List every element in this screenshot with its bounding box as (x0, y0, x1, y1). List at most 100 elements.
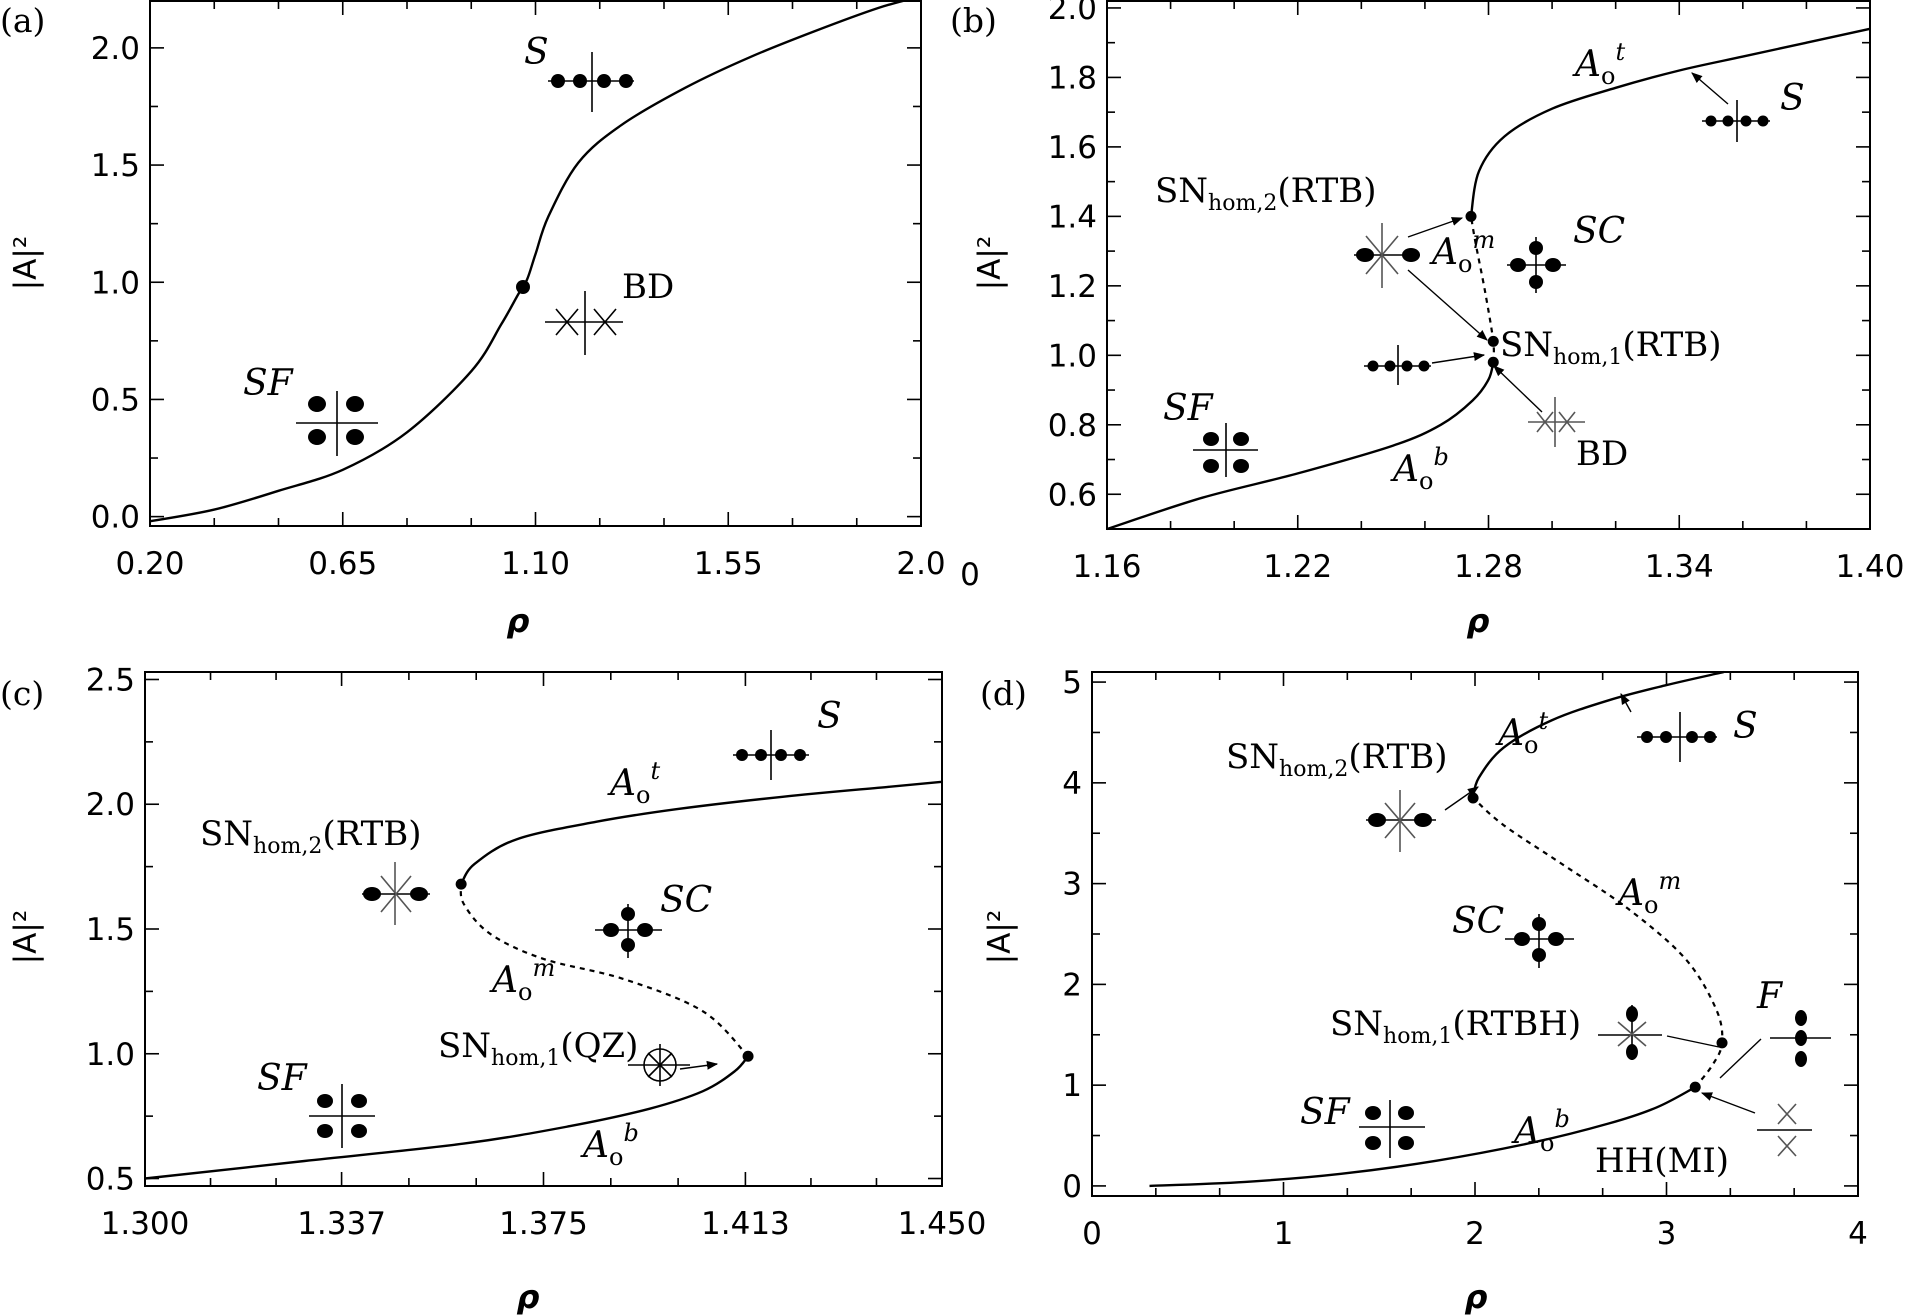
point-b-0 (1465, 210, 1477, 222)
arrow-SN2-d (1444, 786, 1479, 811)
ytick-label-d-1: 1 (1062, 1068, 1082, 1104)
points-b (1465, 210, 1499, 368)
label-BD-b: BD (1576, 434, 1628, 474)
label-S-c: S (817, 696, 842, 737)
ticks-c: 1.300 1.337 1.375 1.413 1.450 0.5 1.0 1.5 2.0 2.5 (86, 662, 987, 1242)
panel-d: (d) |A|² ρ 0 1 2 3 4 0 1 2 3 4 5 SNhom,2(RTB) SNho… (980, 665, 1868, 1316)
curve-d-middle (1472, 797, 1724, 1088)
ytick-label-c-1: 1.0 (86, 1037, 135, 1073)
ytick-label-b-3: 1.2 (1048, 269, 1097, 305)
label-SF-c: SF (257, 1058, 309, 1099)
ytick-label-d-3: 3 (1062, 867, 1082, 903)
arrow-SN1-b (1407, 269, 1488, 341)
point-d-1 (1716, 1037, 1728, 1049)
ylabel-d: |A|² (982, 910, 1018, 965)
arrow-BD-b (1493, 365, 1543, 413)
arrow-QZ-c (679, 1060, 719, 1070)
xtick-label-b-4: 1.40 (1835, 549, 1904, 585)
label-Aob-d: Aob (1511, 1105, 1570, 1157)
ytick-label-a-2: 1.0 (91, 265, 140, 301)
ytick-label-c-3: 2.0 (86, 787, 135, 823)
glyph-BD-a (545, 291, 623, 355)
panel-label-a: (a) (0, 1, 45, 40)
ytick-label-b-7: 2.0 (1048, 0, 1097, 27)
glyph-SF-a (296, 391, 378, 456)
label-SF-a: SF (243, 363, 295, 404)
arrow-SN2-b (1407, 217, 1464, 238)
panel-label-c: (c) (0, 674, 44, 713)
point-d-2 (1689, 1081, 1701, 1093)
xtick-label-c-4: 1.450 (898, 1206, 987, 1242)
panel-a: (a) |A|² ρ 0.20 0.65 1.10 1.55 2.0 0.0 0.5 1.0 1… (0, 0, 946, 640)
point-b-2 (1487, 356, 1499, 368)
curve-d-bottom (1149, 1086, 1696, 1188)
ylabel-b: |A|² (972, 236, 1008, 291)
curve-b-top (1469, 27, 1871, 217)
ylabel-c: |A|² (8, 910, 44, 965)
glyph-QZ-c (628, 1044, 690, 1086)
xtick-label-d-3: 3 (1657, 1216, 1677, 1252)
xtick-label-b-0: 1.16 (1072, 549, 1141, 585)
label-SN2-b: SNhom,2(RTB) (1155, 171, 1377, 216)
xtick-label-d-2: 2 (1465, 1216, 1485, 1252)
leader-SN1-d (1666, 1035, 1720, 1048)
arrow-S2-b (1431, 352, 1486, 364)
point-d-0 (1467, 792, 1479, 804)
xtick-label-d-0: 0 (1082, 1216, 1102, 1252)
leader-F-d (1719, 1038, 1762, 1079)
point-c-0 (455, 878, 467, 890)
panel-label-d: (d) (980, 674, 1027, 713)
glyph-SN2-c (362, 862, 430, 925)
glyph-SC-c (595, 904, 662, 958)
label-SF-b: SF (1163, 388, 1215, 429)
label-Aom-b: Aom (1429, 226, 1495, 278)
ytick-label-c-0: 0.5 (86, 1162, 135, 1198)
label-SC-c: SC (660, 880, 712, 921)
curve-a (149, 0, 912, 523)
ytick-label-a-0: 0.0 (91, 500, 140, 536)
arrow-S-b (1691, 72, 1729, 105)
ytick-label-b-5: 1.6 (1048, 130, 1097, 166)
extra-tick-b: 0 (960, 557, 980, 593)
arrow-S-d (1620, 693, 1632, 713)
xtick-label-b-1: 1.22 (1263, 549, 1332, 585)
label-Aot-d: Aot (1495, 707, 1548, 759)
label-Aob-b: Aob (1390, 443, 1449, 495)
label-S-d: S (1733, 706, 1758, 747)
point-b-1 (1487, 335, 1499, 347)
glyph-SN2-b (1354, 223, 1420, 288)
glyph-S-d (1637, 712, 1717, 762)
curve-b-middle (1469, 216, 1495, 363)
xlabel-b: ρ (1467, 602, 1490, 640)
point-a (516, 280, 530, 294)
label-Aom-d: Aom (1615, 867, 1681, 919)
curve-d-top (1471, 670, 1725, 799)
label-Aot-c: Aot (607, 757, 660, 809)
glyph-HH-d (1757, 1103, 1812, 1157)
glyph-SN1-d (1598, 1005, 1662, 1060)
glyph-S-a (548, 52, 634, 112)
label-Aom-c: Aom (489, 954, 555, 1006)
label-SN2-d: SNhom,2(RTB) (1226, 737, 1448, 782)
ytick-label-a-1: 0.5 (91, 382, 140, 418)
xtick-label-c-1: 1.337 (297, 1206, 386, 1242)
glyph-S-b (1702, 100, 1770, 142)
ytick-label-d-5: 5 (1062, 665, 1082, 701)
frame-c (144, 671, 943, 1187)
label-SN1-b: SNhom,1(RTB) (1500, 325, 1722, 370)
xlabel-a: ρ (507, 602, 530, 640)
xlabel-d: ρ (1465, 1278, 1488, 1316)
curve-b-bottom (1106, 361, 1495, 531)
ytick-label-d-4: 4 (1062, 766, 1082, 802)
label-Aob-c: Aob (580, 1119, 639, 1171)
label-Aot-b: Aot (1572, 38, 1625, 90)
curve-c-middle (459, 883, 749, 1058)
xlabel-c: ρ (517, 1278, 540, 1316)
xtick-label-a-1: 0.65 (308, 546, 377, 582)
ticks-b: 1.16 1.22 1.28 1.34 1.40 0.6 0.8 1.0 1.2 1.4 1.6 1.… (1048, 0, 1905, 585)
xtick-label-b-3: 1.34 (1645, 549, 1714, 585)
xtick-label-d-4: 4 (1848, 1216, 1868, 1252)
label-S-a: S (524, 32, 549, 73)
glyph-SC-b (1507, 237, 1566, 293)
glyph-S-c (733, 730, 809, 780)
